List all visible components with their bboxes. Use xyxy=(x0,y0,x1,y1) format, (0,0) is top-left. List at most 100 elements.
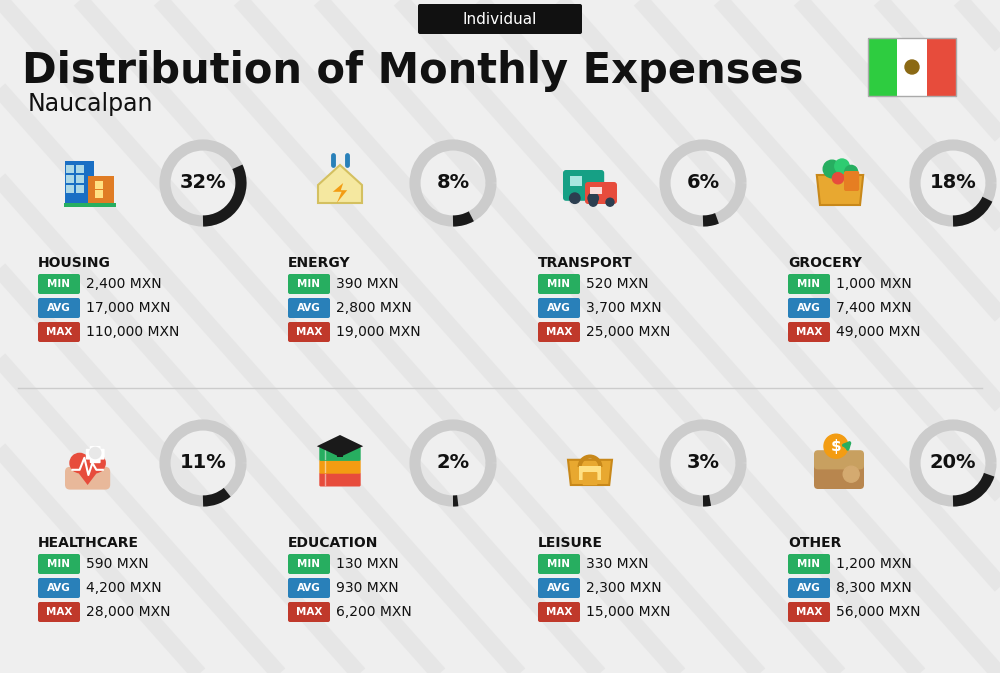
FancyBboxPatch shape xyxy=(66,165,74,173)
FancyBboxPatch shape xyxy=(64,203,116,207)
Circle shape xyxy=(86,454,105,472)
FancyBboxPatch shape xyxy=(288,298,330,318)
FancyBboxPatch shape xyxy=(288,578,330,598)
Text: 3,700 MXN: 3,700 MXN xyxy=(586,301,662,315)
Text: HEALTHCARE: HEALTHCARE xyxy=(38,536,139,550)
Text: AVG: AVG xyxy=(47,583,71,593)
FancyBboxPatch shape xyxy=(288,274,330,294)
FancyBboxPatch shape xyxy=(288,322,330,342)
Text: 32%: 32% xyxy=(180,174,226,192)
Text: 8%: 8% xyxy=(436,174,470,192)
Text: AVG: AVG xyxy=(797,583,821,593)
FancyBboxPatch shape xyxy=(319,447,361,461)
FancyBboxPatch shape xyxy=(563,170,604,201)
Text: AVG: AVG xyxy=(297,583,321,593)
Text: 2,800 MXN: 2,800 MXN xyxy=(336,301,412,315)
Polygon shape xyxy=(317,435,363,457)
FancyBboxPatch shape xyxy=(868,38,897,96)
FancyBboxPatch shape xyxy=(38,554,80,574)
FancyBboxPatch shape xyxy=(814,459,864,489)
Circle shape xyxy=(905,60,919,74)
Text: MAX: MAX xyxy=(296,327,322,337)
FancyBboxPatch shape xyxy=(583,472,597,485)
FancyBboxPatch shape xyxy=(788,274,830,294)
Text: 130 MXN: 130 MXN xyxy=(336,557,399,571)
FancyBboxPatch shape xyxy=(38,274,80,294)
FancyBboxPatch shape xyxy=(590,187,602,194)
FancyBboxPatch shape xyxy=(76,185,84,193)
Text: Naucalpan: Naucalpan xyxy=(28,92,154,116)
FancyBboxPatch shape xyxy=(844,171,859,191)
Polygon shape xyxy=(333,183,347,203)
Text: 2,400 MXN: 2,400 MXN xyxy=(86,277,162,291)
Text: 2,300 MXN: 2,300 MXN xyxy=(586,581,662,595)
Text: 1,000 MXN: 1,000 MXN xyxy=(836,277,912,291)
Text: MAX: MAX xyxy=(296,607,322,617)
FancyBboxPatch shape xyxy=(538,298,580,318)
Text: AVG: AVG xyxy=(47,303,71,313)
Text: MIN: MIN xyxy=(798,559,820,569)
Circle shape xyxy=(588,193,598,203)
Circle shape xyxy=(835,159,849,174)
FancyBboxPatch shape xyxy=(90,446,101,463)
Text: MIN: MIN xyxy=(298,559,320,569)
Text: 110,000 MXN: 110,000 MXN xyxy=(86,325,179,339)
Text: MAX: MAX xyxy=(796,607,822,617)
Text: 49,000 MXN: 49,000 MXN xyxy=(836,325,920,339)
Text: 590 MXN: 590 MXN xyxy=(86,557,149,571)
Text: TRANSPORT: TRANSPORT xyxy=(538,256,633,270)
Text: ENERGY: ENERGY xyxy=(288,256,351,270)
FancyBboxPatch shape xyxy=(288,554,330,574)
FancyBboxPatch shape xyxy=(95,190,103,199)
Circle shape xyxy=(606,199,614,206)
FancyBboxPatch shape xyxy=(579,466,601,481)
Text: 18%: 18% xyxy=(930,174,976,192)
FancyBboxPatch shape xyxy=(76,175,84,183)
Circle shape xyxy=(843,466,859,482)
Text: EDUCATION: EDUCATION xyxy=(288,536,378,550)
Text: 8,300 MXN: 8,300 MXN xyxy=(836,581,912,595)
FancyBboxPatch shape xyxy=(66,175,74,183)
Polygon shape xyxy=(568,460,612,485)
Text: MIN: MIN xyxy=(798,279,820,289)
FancyBboxPatch shape xyxy=(538,602,580,622)
FancyBboxPatch shape xyxy=(38,602,80,622)
FancyBboxPatch shape xyxy=(538,322,580,342)
FancyBboxPatch shape xyxy=(788,602,830,622)
FancyBboxPatch shape xyxy=(538,578,580,598)
Text: 25,000 MXN: 25,000 MXN xyxy=(586,325,670,339)
FancyBboxPatch shape xyxy=(538,554,580,574)
Text: 56,000 MXN: 56,000 MXN xyxy=(836,605,920,619)
Text: 17,000 MXN: 17,000 MXN xyxy=(86,301,170,315)
Text: AVG: AVG xyxy=(297,303,321,313)
Circle shape xyxy=(90,448,101,458)
Text: $: $ xyxy=(831,439,841,454)
Text: MAX: MAX xyxy=(46,327,72,337)
Text: GROCERY: GROCERY xyxy=(788,256,862,270)
FancyBboxPatch shape xyxy=(65,161,94,205)
FancyBboxPatch shape xyxy=(418,4,582,34)
Text: MAX: MAX xyxy=(46,607,72,617)
Text: MAX: MAX xyxy=(546,327,572,337)
FancyBboxPatch shape xyxy=(927,38,956,96)
Text: 4,200 MXN: 4,200 MXN xyxy=(86,581,162,595)
FancyBboxPatch shape xyxy=(814,450,864,469)
Text: AVG: AVG xyxy=(547,303,571,313)
Text: MAX: MAX xyxy=(546,607,572,617)
Text: 390 MXN: 390 MXN xyxy=(336,277,399,291)
FancyBboxPatch shape xyxy=(88,176,114,205)
Circle shape xyxy=(589,199,597,206)
Polygon shape xyxy=(71,463,104,485)
FancyBboxPatch shape xyxy=(319,460,361,474)
FancyBboxPatch shape xyxy=(65,467,110,489)
Text: 11%: 11% xyxy=(180,454,226,472)
FancyBboxPatch shape xyxy=(788,322,830,342)
Text: MIN: MIN xyxy=(548,559,570,569)
FancyBboxPatch shape xyxy=(788,554,830,574)
Circle shape xyxy=(823,160,841,178)
FancyBboxPatch shape xyxy=(76,165,84,173)
Circle shape xyxy=(845,166,858,178)
Text: MIN: MIN xyxy=(298,279,320,289)
FancyBboxPatch shape xyxy=(538,274,580,294)
Text: 15,000 MXN: 15,000 MXN xyxy=(586,605,670,619)
